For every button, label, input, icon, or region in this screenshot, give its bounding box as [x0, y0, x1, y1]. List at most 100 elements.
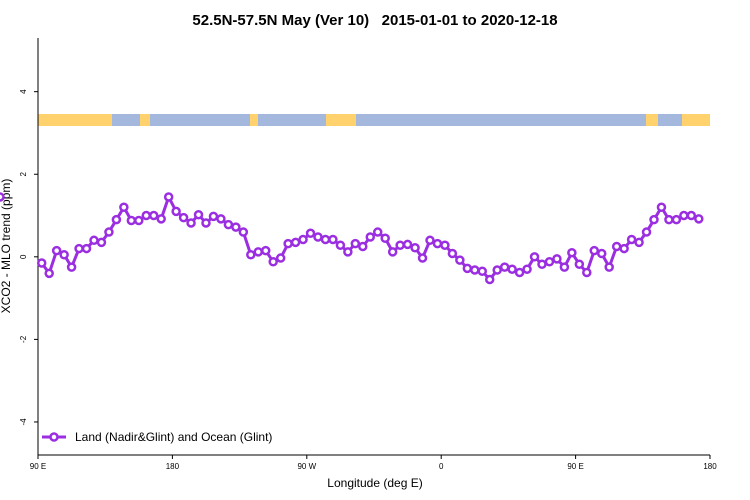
point: [484, 274, 495, 285]
point: [664, 214, 674, 225]
legend-label: Land (Nadir&Glint) and Ocean (Glint): [75, 430, 272, 444]
point: [447, 248, 458, 259]
point: [186, 218, 196, 228]
point: [290, 237, 301, 248]
point: [694, 214, 704, 224]
point: [74, 243, 84, 254]
point: [96, 237, 107, 248]
x-axis-label: Longitude (deg E): [327, 476, 422, 490]
point: [559, 262, 570, 272]
point: [634, 237, 644, 248]
point: [649, 214, 659, 225]
point: [313, 232, 323, 242]
point: [126, 215, 137, 226]
point: [567, 247, 577, 258]
point: [604, 262, 614, 272]
point: [574, 259, 585, 270]
point: [626, 234, 637, 245]
point: [44, 268, 54, 279]
point: [253, 247, 264, 257]
point: [656, 202, 667, 213]
x-tick-label: 180: [166, 462, 180, 471]
point: [104, 227, 114, 237]
point: [417, 253, 428, 263]
point: [402, 239, 413, 250]
chart-title: 52.5N-57.5N May (Ver 10) 2015-01-01 to 2…: [192, 12, 557, 29]
point: [432, 238, 443, 249]
point: [238, 227, 249, 237]
point: [619, 243, 629, 254]
point: [328, 234, 338, 245]
point: [89, 235, 99, 246]
point: [201, 218, 211, 228]
point: [178, 212, 189, 223]
land-ocean-strip: [38, 114, 710, 126]
point: [223, 219, 234, 230]
point: [216, 214, 226, 224]
point: [470, 265, 480, 275]
point: [268, 257, 278, 267]
point: [387, 247, 398, 257]
ocean-band: [258, 114, 326, 126]
point: [499, 262, 510, 272]
point: [679, 210, 689, 221]
point: [425, 235, 435, 246]
point: [358, 241, 368, 252]
point: [141, 210, 152, 221]
x-tick-label: 0: [439, 462, 444, 471]
point: [66, 262, 77, 272]
point: [298, 234, 308, 245]
y-tick-label: -2: [19, 335, 28, 343]
point: [507, 264, 517, 274]
point: [596, 248, 607, 259]
point: [552, 254, 562, 264]
point: [589, 245, 600, 256]
point: [156, 214, 166, 224]
y-axis-label: XCO2 - MLO trend (ppm): [0, 179, 13, 314]
point: [283, 238, 293, 249]
y-tick-label: -4: [19, 418, 28, 426]
point: [134, 215, 144, 226]
point: [477, 266, 488, 277]
point: [208, 211, 219, 222]
point: [671, 214, 682, 225]
x-tick-label: 180: [703, 462, 717, 471]
point: [335, 240, 346, 251]
y-tick-label: 0: [19, 254, 28, 259]
point: [380, 233, 390, 243]
ocean-band: [150, 114, 250, 126]
point: [544, 257, 555, 267]
point: [641, 227, 652, 237]
point: [350, 238, 361, 249]
point: [246, 250, 256, 260]
point: [171, 206, 181, 217]
point: [514, 267, 525, 278]
point: [163, 192, 174, 202]
point: [529, 252, 540, 262]
point: [81, 243, 92, 254]
point: [36, 258, 47, 268]
point: [462, 263, 473, 274]
x-tick-label: 90 E: [30, 462, 46, 471]
ocean-band: [112, 114, 140, 126]
point: [492, 265, 502, 275]
y-tick-label: 2: [19, 171, 28, 176]
ocean-band: [356, 114, 646, 126]
point: [582, 267, 592, 278]
point: [686, 210, 697, 221]
y-tick-label: 4: [19, 89, 28, 94]
point: [51, 245, 62, 256]
point: [537, 259, 547, 270]
point: [59, 250, 69, 260]
point: [148, 210, 159, 221]
legend-marker: [49, 432, 59, 442]
point: [0, 192, 5, 202]
point: [455, 255, 465, 265]
point: [193, 209, 204, 220]
point: [320, 234, 331, 245]
x-tick-label: 90 E: [567, 462, 583, 471]
point: [395, 240, 405, 251]
point: [260, 245, 271, 256]
ocean-band: [658, 114, 682, 126]
